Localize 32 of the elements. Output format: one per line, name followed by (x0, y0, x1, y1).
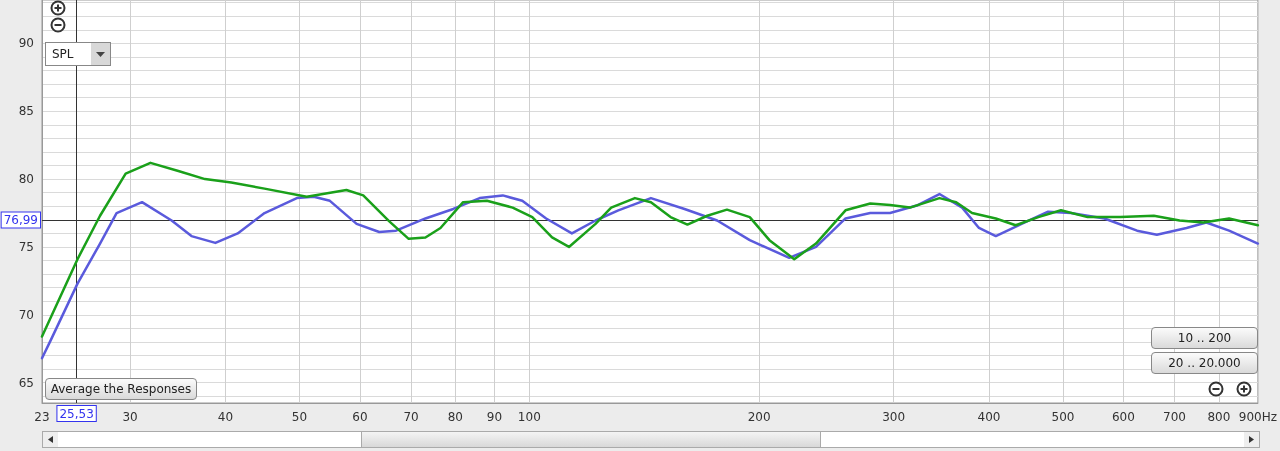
x-tick-label: 800 (1207, 410, 1231, 424)
x-tick-label: 500 (1051, 410, 1075, 424)
ref-line-label: 25,53 (59, 407, 94, 421)
x-tick-label: 80 (447, 410, 463, 424)
x-tick-label: 200 (747, 410, 771, 424)
y-tick-label: 75 (18, 239, 34, 254)
annotation: SPL (52, 47, 74, 61)
x-tick-label: 900Hz (1238, 410, 1277, 424)
button: Average the Responses (45, 378, 197, 400)
annotation: 10 .. 200 (1177, 331, 1232, 345)
y-tick-label: 65 (18, 375, 34, 390)
x-tick-label: 100 (517, 410, 541, 424)
x-tick-label: 40 (217, 410, 234, 424)
x-tick-label: 700 (1163, 410, 1187, 424)
y-tick-label: 90 (18, 36, 34, 51)
x-tick-label: 60 (352, 410, 368, 424)
x-tick-label: 50 (291, 410, 308, 424)
button: 20 .. 20.000 (1151, 352, 1258, 374)
x-tick-label: 23 (34, 410, 50, 424)
x-tick-label: 30 (122, 410, 138, 424)
annotation: Average the Responses (50, 382, 192, 396)
y-tick-label: 85 (18, 104, 34, 119)
y-tick-label: 80 (18, 172, 34, 187)
x-tick-label: 400 (977, 410, 1001, 424)
x-tick-label: 90 (486, 410, 503, 424)
annotation: 20 .. 20.000 (1168, 356, 1241, 370)
x-tick-label: 300 (882, 410, 906, 424)
ref-line-label: 76,99 (3, 212, 38, 227)
x-tick-label: 70 (403, 410, 419, 424)
x-tick-label: 600 (1111, 410, 1135, 424)
y-tick-label: 70 (18, 307, 34, 322)
button: 10 .. 200 (1151, 327, 1258, 349)
